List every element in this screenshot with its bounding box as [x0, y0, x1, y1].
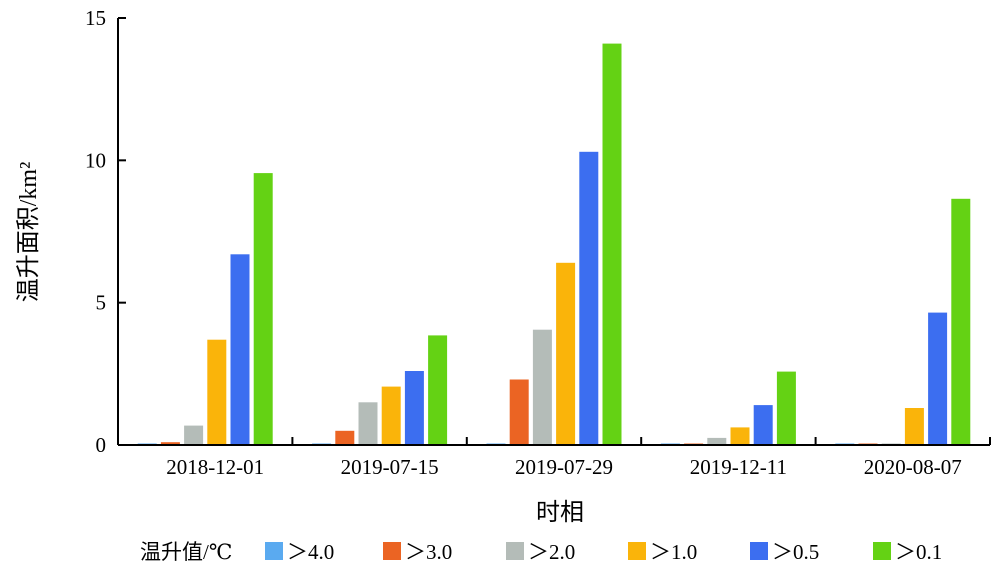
y-tick-label: 0	[96, 433, 107, 457]
x-tick-label: 2020-08-07	[864, 455, 962, 479]
bar	[602, 43, 622, 445]
legend-swatch	[506, 542, 524, 560]
bar	[160, 442, 180, 445]
y-ticks: 0 5 10 15	[85, 6, 126, 457]
legend-swatch	[873, 542, 891, 560]
legend-label: ＞2.0	[528, 540, 575, 564]
bar	[707, 437, 727, 445]
bar	[509, 379, 529, 445]
bar	[556, 262, 576, 445]
bar	[579, 151, 599, 446]
y-tick-label: 15	[85, 6, 106, 30]
bar	[230, 254, 250, 445]
legend-swatch	[383, 542, 401, 560]
x-tick-label: 2019-07-29	[515, 455, 613, 479]
y-tick-label: 10	[85, 148, 106, 172]
bar	[358, 402, 378, 445]
legend-swatch	[750, 542, 768, 560]
bar	[428, 335, 448, 445]
x-ticks: 2018-12-01 2019-07-15 2019-07-29 2019-12-11…	[166, 437, 991, 479]
bar	[753, 405, 773, 445]
legend-label: ＞4.0	[287, 540, 334, 564]
y-axis-label: 温升面积/km²	[15, 162, 42, 303]
x-tick-label: 2019-12-11	[690, 455, 787, 479]
bar	[335, 430, 355, 445]
bars-layer	[137, 43, 971, 446]
bar	[928, 312, 948, 445]
y-tick-label: 5	[96, 291, 107, 315]
bar	[381, 386, 401, 445]
legend-label: ＞0.1	[895, 540, 942, 564]
x-axis-label: 时相	[536, 499, 584, 526]
bar	[207, 339, 227, 445]
legend-title: 温升值/℃	[140, 540, 232, 564]
legend-label: ＞3.0	[405, 540, 452, 564]
legend-label: ＞0.5	[772, 540, 819, 564]
x-tick-label: 2018-12-01	[166, 455, 264, 479]
axes-layer	[117, 18, 990, 446]
bar	[730, 427, 750, 445]
legend-swatch	[628, 542, 646, 560]
bar	[776, 371, 796, 445]
bar	[532, 329, 552, 445]
x-tick-label: 2019-07-15	[341, 455, 439, 479]
bar	[253, 173, 273, 445]
legend: 温升值/℃ ＞4.0 ＞3.0 ＞2.0 ＞1.0 ＞0.5 ＞0.1	[140, 540, 942, 564]
bar	[184, 425, 204, 445]
bar	[951, 198, 971, 445]
legend-label: ＞1.0	[650, 540, 697, 564]
bar	[904, 408, 924, 445]
legend-swatch	[265, 542, 283, 560]
bar	[404, 371, 424, 445]
